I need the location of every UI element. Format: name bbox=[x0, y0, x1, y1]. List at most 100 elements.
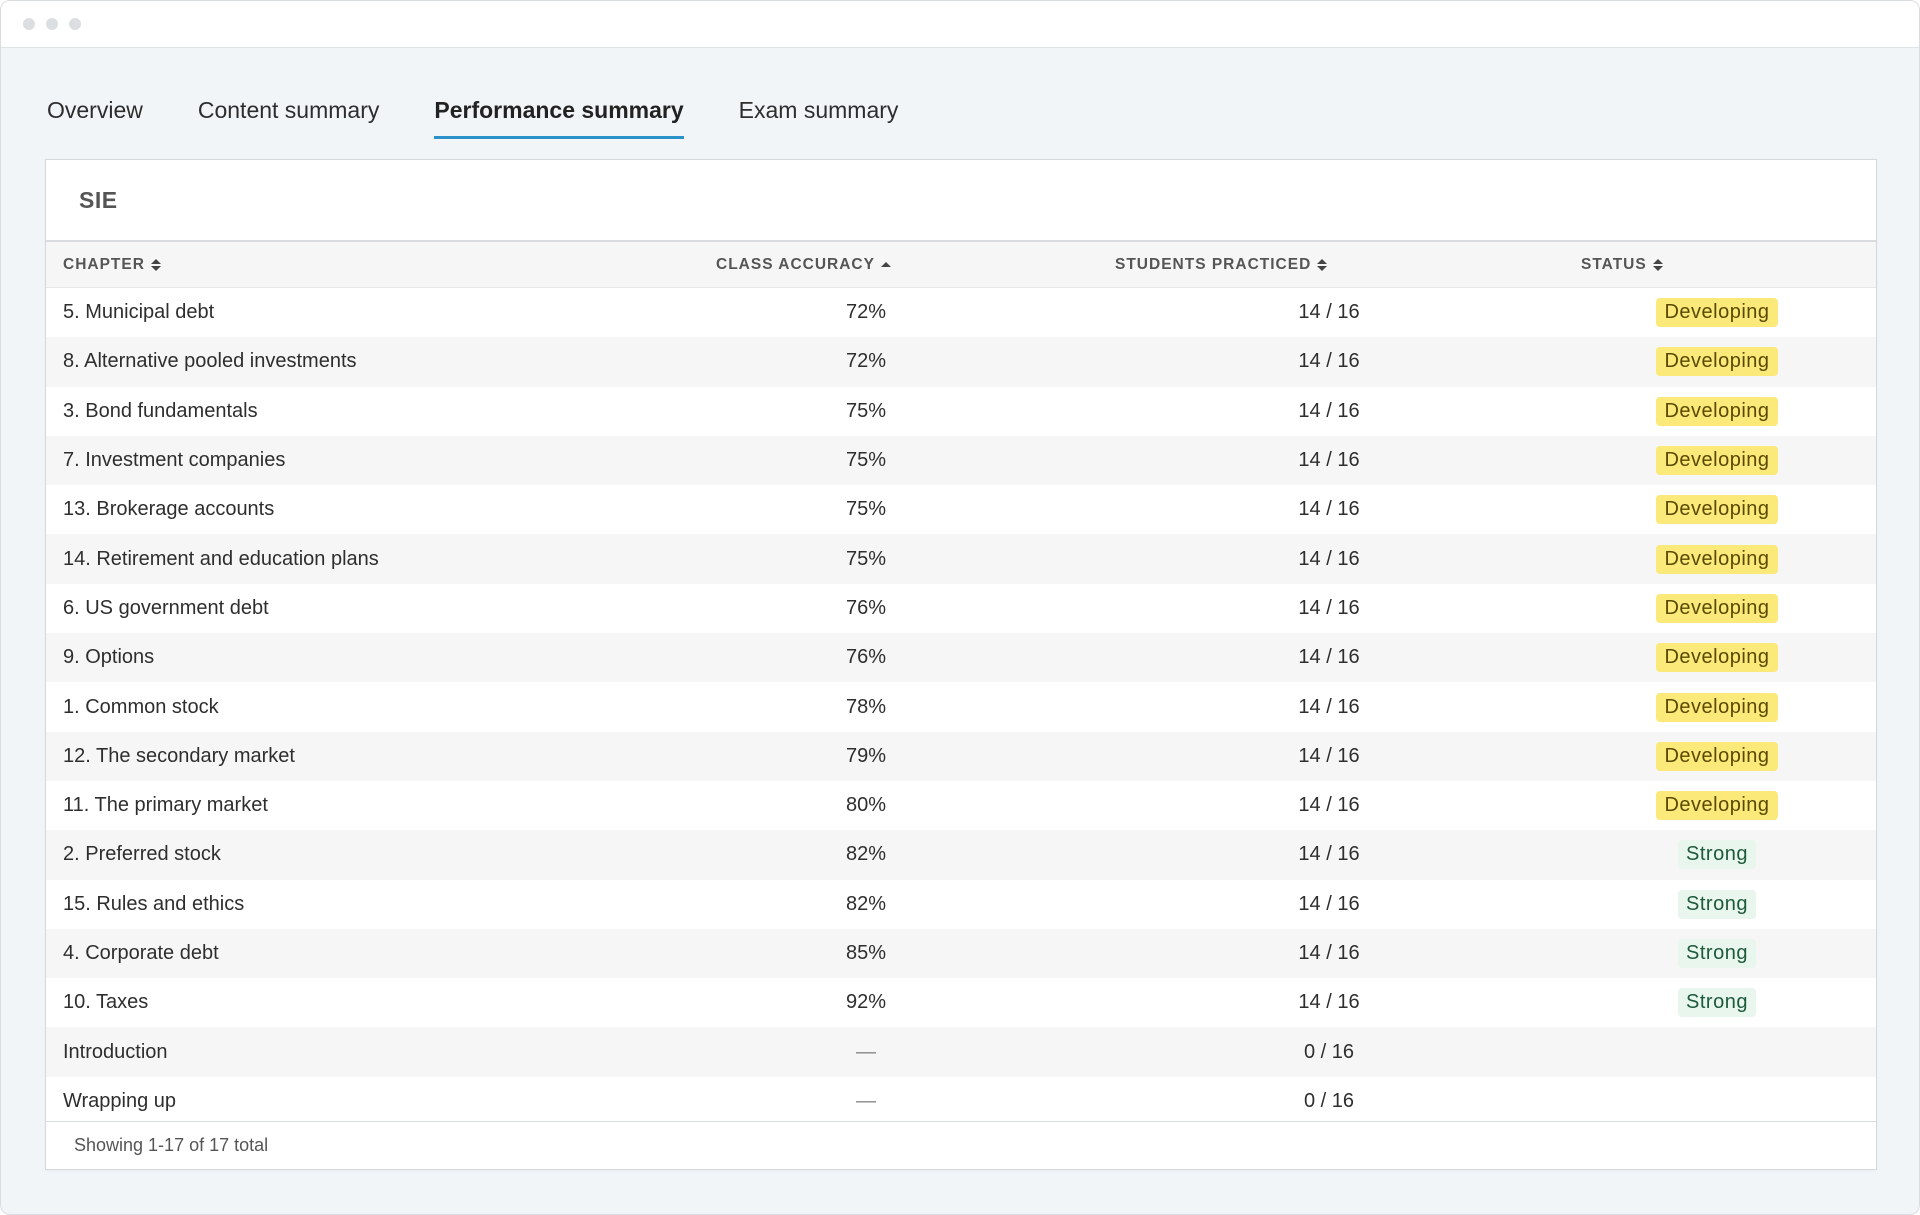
tab-content-summary[interactable]: Content summary bbox=[197, 97, 380, 123]
table-row[interactable]: 7. Investment companies 75% 14 / 16 Develop… bbox=[46, 435, 1876, 486]
class-accuracy-cell: 78% bbox=[845, 695, 887, 718]
table-row[interactable]: 11. The primary market 80% 14 / 16 Developi… bbox=[46, 781, 1876, 830]
table-row[interactable]: 4. Corporate debt 85% 14 / 16 Strong bbox=[46, 928, 1876, 979]
status-badge: Developing bbox=[1656, 298, 1778, 328]
table-row[interactable]: 3. Bond fundamentals 75% 14 / 16 Developing bbox=[46, 387, 1876, 436]
status-cell: Developing bbox=[1617, 584, 1817, 633]
status-cell: Developing bbox=[1617, 682, 1817, 731]
table-row[interactable]: 14. Retirement and education plans 75% 14 … bbox=[46, 534, 1876, 584]
status-badge: Developing bbox=[1656, 791, 1778, 821]
chapter-cell: 8. Alternative pooled investments bbox=[63, 350, 357, 373]
column-header-status[interactable]: STATUS bbox=[1581, 242, 1663, 288]
status-cell: Developing bbox=[1617, 387, 1817, 436]
students-practiced-cell: 14 / 16 bbox=[1298, 942, 1360, 964]
table-row[interactable]: Wrapping up — 0 / 16 bbox=[46, 1077, 1876, 1126]
class-accuracy-cell: — bbox=[856, 1089, 876, 1112]
class-accuracy-cell: 75% bbox=[845, 449, 887, 472]
tab-performance-summary[interactable]: Performance summary bbox=[434, 87, 684, 139]
status-cell: Strong bbox=[1617, 830, 1817, 879]
students-practiced-cell: 14 / 16 bbox=[1298, 498, 1360, 521]
column-header-class-accuracy[interactable]: CLASS ACCURACY bbox=[716, 242, 891, 288]
students-practiced-cell: 14 / 16 bbox=[1298, 449, 1360, 472]
window-minimize-dot[interactable] bbox=[46, 18, 58, 30]
students-practiced-cell: 14 / 16 bbox=[1298, 843, 1360, 866]
class-accuracy-cell: 82% bbox=[845, 843, 887, 866]
performance-panel: SIE CHAPTER CLASS ACCURACY STUDENTS PRAC… bbox=[45, 159, 1877, 1170]
students-practiced-cell: 14 / 16 bbox=[1298, 794, 1360, 817]
table-row[interactable]: 1. Common stock 78% 14 / 16 Developing bbox=[46, 682, 1876, 731]
chapter-cell: 15. Rules and ethics bbox=[63, 892, 245, 915]
table-row[interactable]: 12. The secondary market 79% 14 / 16 Develo… bbox=[46, 731, 1876, 781]
chapter-cell: 5. Municipal debt bbox=[63, 301, 215, 324]
status-badge: Developing bbox=[1656, 544, 1778, 574]
students-practiced-cell: 14 / 16 bbox=[1298, 744, 1360, 767]
chapter-cell: 3. Bond fundamentals bbox=[63, 399, 258, 422]
chapter-cell: 13. Brokerage accounts bbox=[63, 498, 275, 521]
table-row[interactable]: 2. Preferred stock 82% 14 / 16 Strong bbox=[46, 830, 1876, 880]
chapter-cell: 4. Corporate debt bbox=[63, 942, 219, 964]
class-accuracy-cell: 75% bbox=[845, 399, 887, 422]
status-cell: Developing bbox=[1617, 288, 1817, 337]
students-practiced-cell: 14 / 16 bbox=[1298, 301, 1360, 324]
status-badge: Developing bbox=[1656, 495, 1778, 525]
status-badge: Developing bbox=[1656, 643, 1778, 673]
students-practiced-cell: 0 / 16 bbox=[1303, 1040, 1355, 1063]
class-accuracy-cell: 80% bbox=[845, 794, 887, 817]
table-row[interactable]: 6. US government debt 76% 14 / 16 Developin… bbox=[46, 584, 1876, 633]
table-row[interactable]: 15. Rules and ethics 82% 14 / 16 Strong bbox=[46, 880, 1876, 929]
sort-icon bbox=[1317, 259, 1328, 271]
class-accuracy-cell: 92% bbox=[845, 991, 887, 1014]
chapter-cell: 10. Taxes bbox=[63, 991, 149, 1014]
sort-icon bbox=[150, 259, 161, 271]
chapter-cell: 2. Preferred stock bbox=[63, 843, 221, 866]
column-label-chapter: CHAPTER bbox=[63, 256, 145, 273]
class-accuracy-cell: 76% bbox=[845, 596, 887, 619]
pagination-summary: Showing 1-17 of 17 total bbox=[74, 1135, 269, 1155]
students-practiced-cell: 14 / 16 bbox=[1298, 892, 1360, 915]
class-accuracy-cell: 75% bbox=[845, 547, 887, 570]
tab-bar: Overview Content summary Performance sum… bbox=[47, 87, 953, 139]
class-accuracy-cell: 72% bbox=[845, 350, 887, 373]
class-accuracy-cell: — bbox=[856, 1040, 876, 1063]
chapter-cell: Introduction bbox=[63, 1040, 168, 1063]
table-body: 5. Municipal debt 72% 14 / 16 Developing 8. … bbox=[46, 288, 1876, 1126]
status-cell: Developing bbox=[1617, 781, 1817, 830]
class-accuracy-cell: 85% bbox=[845, 942, 887, 964]
table-row[interactable]: Introduction — 0 / 16 bbox=[46, 1027, 1876, 1077]
class-accuracy-cell: 75% bbox=[845, 498, 887, 521]
students-practiced-cell: 14 / 16 bbox=[1298, 646, 1360, 669]
chapter-cell: 14. Retirement and education plans bbox=[63, 547, 379, 570]
status-badge: Developing bbox=[1656, 396, 1778, 426]
status-cell: Developing bbox=[1617, 732, 1817, 781]
chapter-cell: Wrapping up bbox=[63, 1089, 177, 1112]
chapter-cell: 6. US government debt bbox=[63, 596, 269, 619]
table-footer: Showing 1-17 of 17 total bbox=[46, 1121, 1876, 1169]
sort-ascending-icon bbox=[880, 261, 891, 267]
table-row[interactable]: 13. Brokerage accounts 75% 14 / 16 Developi… bbox=[46, 485, 1876, 534]
table-row[interactable]: 10. Taxes 92% 14 / 16 Strong bbox=[46, 978, 1876, 1027]
tab-exam-summary[interactable]: Exam summary bbox=[738, 97, 899, 123]
sort-icon bbox=[1652, 259, 1663, 271]
class-accuracy-cell: 82% bbox=[845, 892, 887, 915]
table-row[interactable]: 5. Municipal debt 72% 14 / 16 Developing bbox=[46, 288, 1876, 337]
status-badge: Developing bbox=[1656, 692, 1778, 722]
class-accuracy-cell: 72% bbox=[845, 301, 887, 324]
table-row[interactable]: 8. Alternative pooled investments 72% 14 /… bbox=[46, 337, 1876, 387]
window-close-dot[interactable] bbox=[23, 18, 35, 30]
column-header-students-practiced[interactable]: STUDENTS PRACTICED bbox=[1115, 242, 1328, 288]
status-cell: Developing bbox=[1617, 633, 1817, 682]
window-maximize-dot[interactable] bbox=[69, 18, 81, 30]
table-row[interactable]: 9. Options 76% 14 / 16 Developing bbox=[46, 633, 1876, 683]
class-accuracy-cell: 76% bbox=[845, 646, 887, 669]
students-practiced-cell: 0 / 16 bbox=[1303, 1089, 1355, 1112]
status-cell bbox=[1617, 1077, 1817, 1126]
chapter-cell: 7. Investment companies bbox=[63, 449, 286, 472]
status-badge: Developing bbox=[1656, 593, 1778, 623]
students-practiced-cell: 14 / 16 bbox=[1298, 695, 1360, 718]
tab-overview[interactable]: Overview bbox=[47, 97, 143, 123]
chapter-cell: 12. The secondary market bbox=[63, 744, 295, 767]
status-badge: Developing bbox=[1656, 347, 1778, 377]
status-cell: Developing bbox=[1617, 337, 1817, 386]
column-header-chapter[interactable]: CHAPTER bbox=[63, 242, 161, 288]
